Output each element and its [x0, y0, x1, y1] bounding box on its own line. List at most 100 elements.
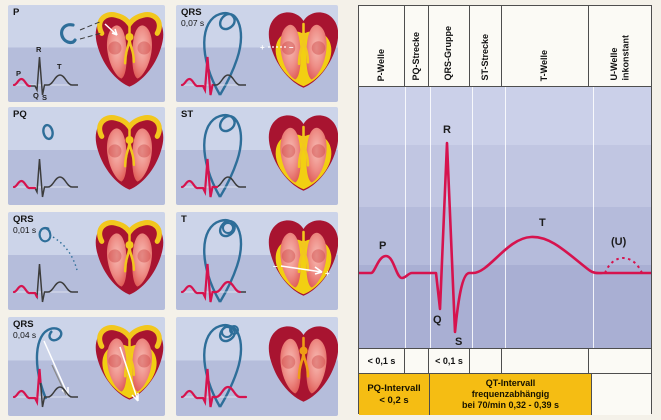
- excitation-arrow: [104, 23, 118, 36]
- loop-arrow-gray: [51, 364, 67, 396]
- ecg-phase-panel-full: [176, 317, 338, 416]
- panel-graphics: [12, 115, 165, 198]
- loop-curl-2: [229, 325, 239, 335]
- heart-illustration: [94, 325, 165, 401]
- repolarization-arrow: [280, 265, 323, 275]
- wave-label-p: P: [379, 240, 386, 252]
- vector-loop: [60, 23, 77, 45]
- mini-ecg-trace: [180, 368, 248, 408]
- interval-row: PQ-Intervall < 0,2 s QT-Intervall freque…: [359, 373, 651, 415]
- heart-illustration: [94, 220, 165, 296]
- column-gridline: [472, 87, 473, 348]
- loop-curl: [221, 326, 233, 338]
- vector-loop: [35, 327, 63, 400]
- column-header-st-strecke: ST-Strecke: [470, 6, 502, 86]
- panel-label: QRS 0,01 s: [13, 214, 37, 235]
- ecg-letter-q: Q: [33, 91, 39, 100]
- pq-interval-box: PQ-Intervall < 0,2 s: [359, 374, 430, 415]
- ecg-interval-diagram: P-Welle PQ-Strecke QRS-Gruppe ST-Strecke…: [358, 5, 652, 415]
- polarity-minus: –: [273, 262, 278, 271]
- pointer-dashes: [79, 20, 103, 40]
- column-header-qrs-gruppe: QRS-Gruppe: [429, 6, 470, 86]
- ecg-letter-t: T: [57, 62, 62, 71]
- panel-graphics: [180, 323, 338, 408]
- column-header-row: P-Welle PQ-Strecke QRS-Gruppe ST-Strecke…: [359, 6, 651, 87]
- column-header-u-welle: U-Welle inkonstant: [608, 35, 630, 81]
- panel-label: ST: [181, 109, 194, 120]
- column-header-pq-strecke: PQ-Strecke: [405, 6, 429, 86]
- duration-spacer: [405, 349, 429, 373]
- polarity-plus: +: [260, 43, 265, 52]
- wave-label-r: R: [443, 124, 451, 136]
- ecg-letter-s: S: [42, 93, 47, 102]
- vector-loop: [203, 11, 243, 96]
- column-gridline: [593, 87, 594, 348]
- mini-ecg-highlight: [180, 158, 219, 198]
- ecg-phase-panel-qrs-004: QRS 0,04 s: [8, 317, 165, 416]
- polarity-minus: –: [289, 43, 294, 52]
- ecg-phase-panel-p: P P R T Q S: [8, 5, 165, 102]
- ecg-curve: [359, 141, 651, 334]
- ecg-phase-panel-pq: PQ: [8, 107, 165, 205]
- panel-graphics: [12, 325, 165, 408]
- duration-p-wave: < 0,1 s: [359, 349, 405, 373]
- wave-label-s: S: [455, 336, 462, 348]
- ecg-letter-r: R: [36, 45, 42, 54]
- wave-label-t: T: [539, 217, 546, 229]
- column-gridline: [405, 87, 406, 348]
- ecg-phase-panel-qrs-001: QRS 0,01 s: [8, 212, 165, 310]
- panel-label: QRS 0,07 s: [181, 7, 205, 28]
- column-header-t-welle: T-Welle: [502, 6, 589, 86]
- ecg-letter-p: P: [16, 69, 21, 78]
- panel-label: QRS 0,04 s: [13, 319, 37, 340]
- mini-ecg-highlight: [12, 179, 37, 190]
- heart-illustration: [267, 11, 338, 90]
- heart-illustration: [94, 115, 165, 191]
- duration-spacer: [470, 349, 502, 373]
- loop-arrow: [43, 340, 69, 396]
- heart-illustration: [267, 219, 338, 298]
- vector-loop: [42, 123, 54, 141]
- loop-curl: [222, 222, 234, 234]
- vector-loop: [203, 113, 243, 198]
- ecg-phase-panel-qrs-007: QRS 0,07 s + –: [176, 5, 338, 102]
- vector-loop: [203, 218, 243, 303]
- mini-ecg-trace: [13, 263, 78, 303]
- duration-spacer: [589, 349, 651, 373]
- panel-graphics: [180, 113, 338, 198]
- loop-growth-dash: [52, 236, 78, 271]
- panel-graphics: [12, 220, 165, 303]
- panel-graphics: P R T Q S: [12, 12, 165, 102]
- ecg-phase-panel-st: ST: [176, 107, 338, 205]
- ecg-phase-panel-t: T – +: [176, 212, 338, 310]
- mini-ecg-trace: [13, 56, 78, 96]
- qt-interval-box: QT-Intervall frequenzabhängig bei 70/min…: [430, 374, 592, 415]
- duration-qrs: < 0,1 s: [429, 349, 470, 373]
- ecg-waveform: P R Q S T (U): [359, 124, 651, 348]
- mini-ecg-highlight: [180, 263, 242, 303]
- mini-ecg-highlight: [180, 56, 214, 96]
- panel-label: T: [181, 214, 187, 225]
- duration-row: < 0,1 s < 0,1 s: [359, 348, 651, 373]
- polarity-plus: +: [325, 269, 330, 278]
- panel-graphics: + –: [180, 11, 338, 96]
- column-gridline: [430, 87, 431, 348]
- mini-ecg-highlight: [12, 77, 32, 88]
- panel-graphics: – +: [180, 218, 338, 303]
- mini-ecg-highlight: [12, 284, 39, 299]
- u-wave-dotted: [604, 257, 643, 274]
- vector-loop: [203, 323, 243, 408]
- vector-arrow: [119, 346, 139, 402]
- wave-label-q: Q: [433, 314, 442, 326]
- mini-ecg-highlight: [12, 368, 42, 407]
- column-header-p-welle: P-Welle: [359, 6, 405, 86]
- vector-loop: [38, 226, 52, 243]
- heart-illustration: [267, 114, 338, 193]
- panel-label: P: [13, 7, 20, 18]
- heart-illustration: [267, 325, 338, 404]
- duration-spacer: [502, 349, 589, 373]
- panel-label: PQ: [13, 109, 27, 120]
- ecg-waveform-area: P R Q S T (U): [359, 87, 651, 348]
- mini-ecg-trace: [13, 158, 78, 198]
